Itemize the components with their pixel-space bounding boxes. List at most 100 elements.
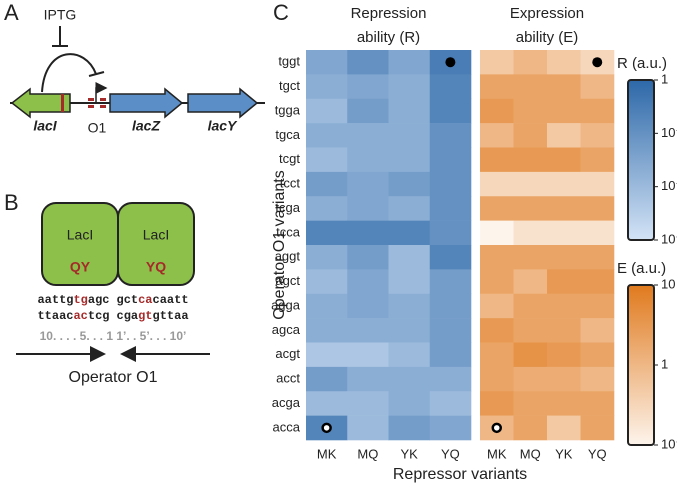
colorbar-tick-label: 10⁻² xyxy=(661,178,677,193)
heatmap-cell xyxy=(547,293,581,319)
chart-title: ability (E) xyxy=(516,29,579,46)
heatmap-cell xyxy=(347,269,389,295)
heatmap-cell xyxy=(513,366,548,392)
heatmap-cell xyxy=(306,391,348,416)
heatmap-cell xyxy=(480,318,514,343)
heatmap-cell xyxy=(547,342,581,368)
heatmap-cell xyxy=(547,98,581,124)
gene-label: lacZ xyxy=(132,118,160,134)
x-tick-label: MK xyxy=(487,446,507,461)
heatmap-cell xyxy=(547,74,581,100)
heatmap-cell xyxy=(580,171,615,197)
heatmap-cell xyxy=(580,196,615,221)
seq: tg xyxy=(73,293,87,307)
heatmap-cell xyxy=(347,415,389,441)
heatmap-cell xyxy=(513,269,548,295)
heatmap-cell xyxy=(388,147,431,173)
x-tick-label: MK xyxy=(317,446,337,461)
heatmap-cell xyxy=(306,220,348,246)
y-tick-label: tgct xyxy=(279,78,300,93)
y-tick-label: agct xyxy=(275,273,300,288)
heatmap-cell xyxy=(580,245,615,270)
heatmap-cell xyxy=(580,74,615,100)
colorbar-tick-label: 10⁻¹ xyxy=(661,436,677,451)
heatmap-cell xyxy=(347,245,389,270)
heatmap-cell xyxy=(580,123,615,148)
heatmap-cell xyxy=(480,366,514,392)
residue-label: QY xyxy=(70,259,91,275)
y-tick-label: tcct xyxy=(280,176,301,191)
seq: gt xyxy=(138,309,152,323)
heatmap-cell xyxy=(480,269,514,295)
heatmap-cell xyxy=(429,196,472,221)
heatmap-cell xyxy=(388,123,431,148)
heatmap-cell xyxy=(480,98,514,124)
heatmap-cell xyxy=(429,220,472,246)
heatmap-cell xyxy=(513,342,548,368)
y-tick-label: agca xyxy=(272,322,301,337)
repression-arc xyxy=(41,53,97,93)
colorbar-tick-label: 10⁻¹ xyxy=(661,125,677,140)
heatmap-cell xyxy=(388,196,431,221)
y-tick-label: tggt xyxy=(278,54,300,69)
heatmap-cell xyxy=(388,50,431,75)
seq: aattg xyxy=(37,293,73,307)
heatmap-cell xyxy=(513,74,548,100)
heatmap-cell xyxy=(388,293,431,319)
operator-mark xyxy=(88,98,94,101)
y-tick-label: aggt xyxy=(275,249,301,264)
heatmap-cell xyxy=(513,318,548,343)
heatmap-cell xyxy=(306,293,348,319)
inducer-label: IPTG xyxy=(44,7,77,23)
y-tick-label: acgt xyxy=(275,346,300,361)
heatmap-cell xyxy=(580,147,615,173)
seq: ttaac xyxy=(37,309,73,323)
heatmap-cell xyxy=(480,50,514,75)
colorbar-tick-label: 1 xyxy=(661,71,668,86)
heatmap-cell xyxy=(429,171,472,197)
gene-label: lacY xyxy=(208,118,238,134)
y-tick-label: acct xyxy=(276,371,300,386)
heatmap-cell xyxy=(347,98,389,124)
seq: gct xyxy=(117,293,139,307)
heatmap-cell xyxy=(580,318,615,343)
lacz-gene xyxy=(109,87,184,119)
panel-label: C xyxy=(273,0,289,25)
heatmap-cell xyxy=(513,98,548,124)
panel-label: B xyxy=(4,190,19,215)
heatmap-cell xyxy=(429,98,472,124)
heatmap-cell xyxy=(480,123,514,148)
heatmap-cell xyxy=(388,171,431,197)
heatmap-cell xyxy=(347,293,389,319)
y-tick-label: agga xyxy=(271,297,301,312)
marker-ring xyxy=(321,422,332,434)
y-tick-label: tcgt xyxy=(279,151,300,166)
marker-dot xyxy=(592,57,603,68)
heatmap-cell xyxy=(388,98,431,124)
y-tick-label: tgga xyxy=(275,102,301,117)
protein-label: LacI xyxy=(67,227,93,243)
heatmap-cell xyxy=(547,220,581,246)
colorbar-tick-label: 10⁻³ xyxy=(661,231,677,246)
heatmap-cell xyxy=(388,269,431,295)
heatmap-cell xyxy=(480,196,514,221)
heatmap-cell xyxy=(429,147,472,173)
operator-mark xyxy=(88,105,94,108)
heatmap-cell xyxy=(306,245,348,270)
heatmap-cell xyxy=(388,415,431,441)
heatmap-cell xyxy=(347,366,389,392)
chart-title: Repression xyxy=(351,5,427,22)
heatmap-cell xyxy=(513,123,548,148)
y-tick-label: acca xyxy=(273,419,301,434)
heatmap-cell xyxy=(429,293,472,319)
heatmap-cell xyxy=(547,50,581,75)
x-tick-label: YQ xyxy=(441,446,460,461)
heatmap-cell xyxy=(547,269,581,295)
heatmap-cell xyxy=(429,123,472,148)
colorbar xyxy=(627,79,655,241)
heatmap-cell xyxy=(306,171,348,197)
heatmap-cell xyxy=(306,50,348,75)
heatmap-cell xyxy=(306,74,348,100)
heatmap-cell xyxy=(388,366,431,392)
y-tick-label: tcca xyxy=(276,224,301,239)
